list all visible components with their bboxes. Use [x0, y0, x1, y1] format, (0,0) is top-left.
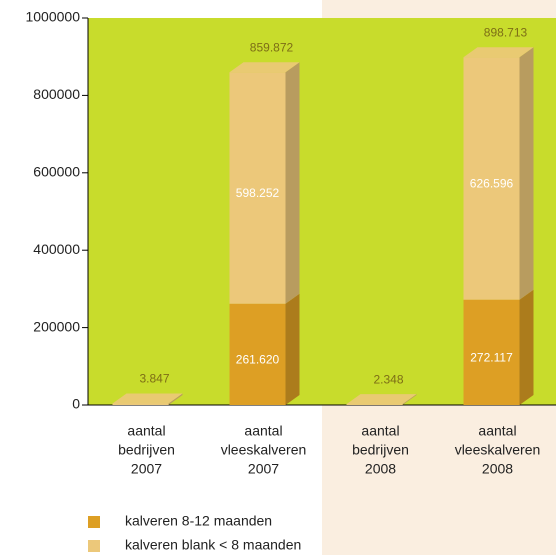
bar-side	[402, 394, 417, 405]
bar-side	[519, 47, 534, 300]
x-tick-label: 2008	[482, 461, 513, 477]
bar-side	[285, 62, 300, 304]
bar-side	[168, 393, 183, 405]
bar	[229, 303, 286, 405]
y-tick-label: 200000	[33, 318, 80, 334]
bar	[463, 57, 520, 300]
y-tick-label: 1000000	[25, 9, 80, 25]
x-tick-label: bedrijven	[352, 442, 409, 458]
x-tick-label: aantal	[361, 423, 399, 439]
y-tick-label: 600000	[33, 164, 80, 180]
y-tick-label: 400000	[33, 241, 80, 257]
bar	[229, 72, 286, 304]
x-tick-label: aantal	[127, 423, 165, 439]
total-label: 898.713	[484, 25, 528, 39]
total-label: 3.847	[139, 372, 169, 386]
bar	[112, 403, 169, 405]
bar-top	[463, 47, 534, 58]
y-tick-label: 0	[72, 396, 80, 412]
y-tick-label: 800000	[33, 86, 80, 102]
bar-side	[519, 289, 534, 405]
bar	[463, 299, 520, 405]
legend-label: kalveren 8-12 maanden	[125, 513, 272, 529]
x-tick-label: aantal	[244, 423, 282, 439]
bar-top	[346, 394, 417, 405]
x-tick-label: vleeskalveren	[221, 442, 307, 458]
x-tick-label: 2008	[365, 461, 396, 477]
x-tick-label: 2007	[131, 461, 162, 477]
x-tick-label: bedrijven	[118, 442, 175, 458]
value-label: 598.252	[236, 186, 280, 200]
value-label: 626.596	[470, 177, 514, 191]
bar	[346, 404, 403, 405]
legend-swatch	[88, 516, 100, 528]
value-label: 261.620	[236, 353, 280, 367]
bar-top	[112, 393, 183, 404]
x-tick-label: aantal	[478, 423, 516, 439]
x-tick-label: vleeskalveren	[455, 442, 541, 458]
total-label: 859.872	[250, 40, 294, 54]
x-tick-label: 2007	[248, 461, 279, 477]
total-label: 2.348	[373, 372, 403, 386]
bar-top	[229, 62, 300, 73]
value-label: 272.117	[470, 351, 513, 365]
legend-label: kalveren blank < 8 maanden	[125, 537, 301, 553]
bar-side	[285, 293, 300, 405]
legend-swatch	[88, 540, 100, 552]
